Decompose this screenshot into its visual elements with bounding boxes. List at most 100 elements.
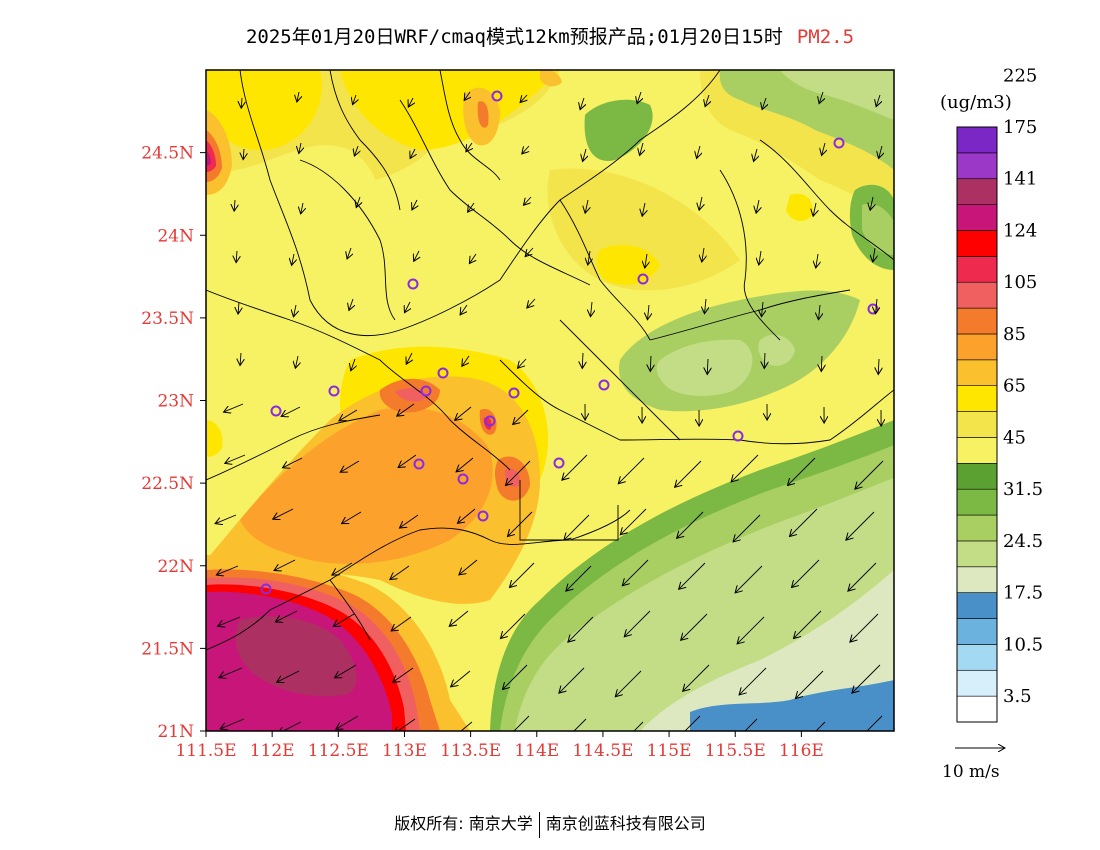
wind-arrow: [518, 358, 527, 368]
wind-arrow: [333, 613, 355, 626]
footer-separator: [538, 811, 540, 838]
y-tick-label: 24.5N: [141, 144, 194, 164]
wind-arrow: [846, 511, 875, 540]
wind-arrow: [241, 97, 242, 108]
wind-arrow: [822, 142, 825, 155]
wind-arrow: [452, 721, 473, 731]
wind-arrow: [739, 667, 767, 695]
wind-arrow: [618, 457, 645, 484]
wind-arrow: [815, 721, 826, 731]
colorbar-segment: [956, 126, 998, 154]
wind-arrow: [216, 565, 239, 575]
colorbar-segment: [956, 695, 998, 723]
wind-arrow: [522, 145, 529, 154]
x-tick-label: 112.5E: [308, 741, 369, 761]
colorbar-label: 124: [1003, 220, 1037, 241]
x-tick-label: 116E: [779, 741, 824, 761]
wind-arrow: [469, 253, 476, 264]
wind-arrow: [505, 460, 531, 486]
colorbar-label: 85: [1003, 324, 1026, 345]
wind-arrow: [340, 460, 360, 472]
wind-arrow: [347, 247, 351, 259]
wind-arrow: [848, 562, 877, 591]
wind-arrow: [855, 460, 884, 489]
wind-arrow: [559, 667, 585, 693]
wind-arrow: [684, 715, 701, 731]
colorbar-label: 175: [1003, 117, 1037, 138]
x-tick-label: 114.5E: [572, 741, 633, 761]
x-tick-label: 111.5E: [175, 741, 236, 761]
wind-arrow: [332, 562, 353, 575]
y-tick-label: 23.5N: [141, 309, 194, 329]
wind-arrow: [624, 610, 651, 637]
wind-arrow: [349, 298, 353, 310]
wind-arrow: [466, 142, 472, 152]
colorbar-label: 141: [1003, 169, 1037, 190]
wind-arrow: [238, 301, 239, 314]
wind-arrow: [818, 304, 820, 320]
wind-arrow: [761, 301, 763, 317]
colorbar-label: 24.5: [1003, 531, 1043, 552]
wind-arrow: [620, 508, 647, 535]
wind-arrow: [816, 253, 818, 268]
wind-arrow: [500, 613, 526, 639]
map-title: 2025年01月20日WRF/cmaq模式12km预报产品;01月20日15时 P…: [0, 22, 1100, 49]
wind-arrow: [393, 667, 414, 682]
wind-arrow: [699, 196, 702, 210]
wind-arrow: [705, 94, 709, 107]
pollutant-label: PM2.5: [796, 26, 855, 48]
wind-arrow: [615, 670, 642, 697]
wind-arrow: [354, 145, 358, 156]
wind-arrow: [762, 97, 766, 110]
x-tick-label: 114E: [514, 741, 559, 761]
colorbar-label: 17.5: [1003, 583, 1043, 604]
y-tick-label: 21.5N: [141, 639, 194, 659]
colorbar-segment: [956, 256, 998, 283]
colorbar-label: 105: [1003, 272, 1037, 293]
x-tick-label: 113.5E: [440, 741, 501, 761]
wind-arrow: [297, 91, 299, 102]
wind-arrow: [351, 358, 355, 371]
wind-arrow: [523, 196, 532, 205]
wind-arrow: [850, 613, 879, 642]
wind-arrow: [336, 715, 359, 729]
colorbar-segment: [956, 566, 998, 593]
x-tick-label: 115E: [647, 741, 692, 761]
wind-arrow: [342, 511, 362, 524]
colorbar-label: 3.5: [1003, 686, 1032, 707]
wind-arrow: [875, 298, 877, 314]
y-tick-label: 23N: [157, 392, 194, 412]
wind-arrow: [215, 514, 237, 524]
wind-arrow: [764, 352, 765, 368]
wind-arrow: [704, 298, 706, 314]
colorbar-segment: [956, 178, 998, 205]
wind-arrow: [637, 91, 641, 104]
wind-arrow: [390, 565, 410, 579]
wind-arrow: [647, 304, 649, 320]
wind-arrow: [219, 667, 243, 678]
colorbar-label: 225: [1003, 65, 1037, 86]
wind-arrow: [737, 616, 765, 644]
wind-arrow: [513, 409, 529, 425]
wind-arrow: [733, 514, 761, 542]
wind-arrow: [870, 196, 873, 210]
wind-arrow: [873, 247, 875, 262]
wind-arrow: [878, 358, 879, 374]
wind-arrow: [335, 664, 357, 678]
wind-arrow: [580, 97, 584, 110]
wind-arrow: [520, 95, 527, 103]
wind-arrow: [460, 304, 468, 315]
wind-scale: 10 m/s: [942, 748, 1005, 782]
colorbar-segment: [956, 644, 998, 671]
wind-arrow: [588, 250, 590, 265]
x-tick-label: 112E: [250, 741, 295, 761]
colorbar-segment: [956, 359, 998, 386]
wind-arrow: [274, 559, 296, 571]
wind-arrow: [640, 142, 643, 155]
wind-arrow: [754, 148, 757, 161]
wind-arrow: [399, 514, 419, 528]
wind-arrow: [282, 457, 303, 468]
colorbar-segment: [956, 618, 998, 645]
colorbar-label: 45: [1003, 427, 1026, 448]
